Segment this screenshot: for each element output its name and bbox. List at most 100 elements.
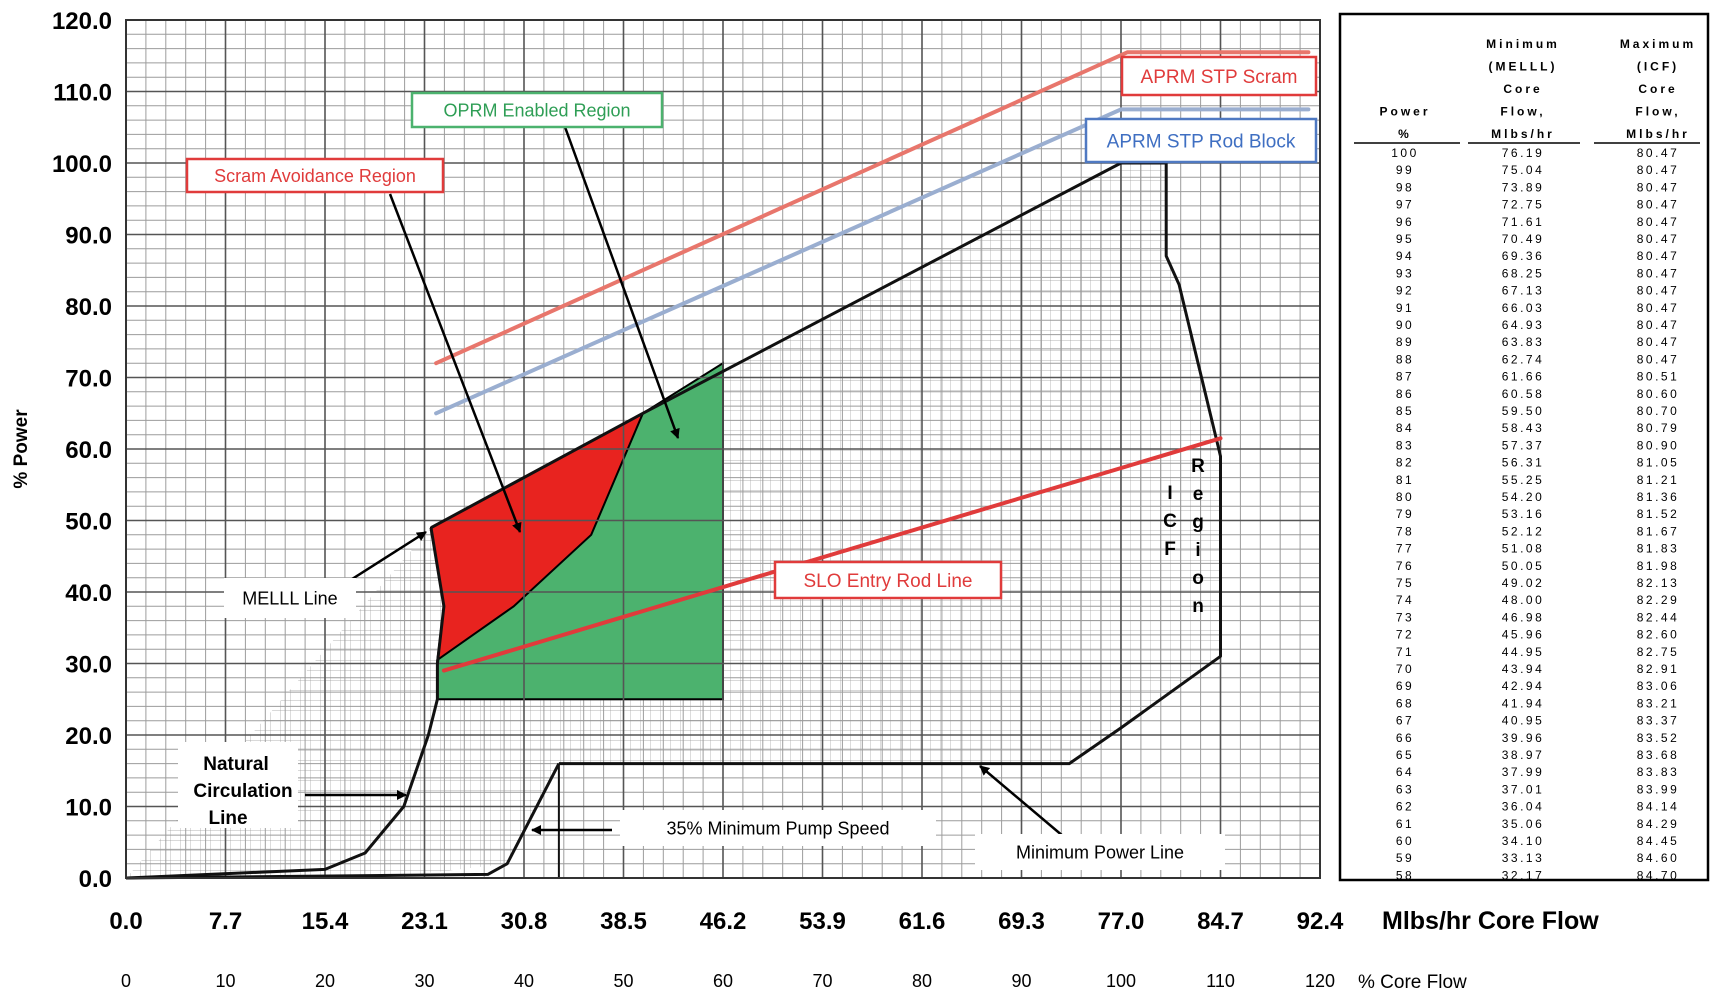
table-cell: 50.05 [1502, 559, 1545, 573]
annotation-box-4 [773, 560, 1003, 600]
x-tick-label: 92.4 [1297, 908, 1344, 935]
annotation-label-4: SLO Entry Rod Line [804, 571, 973, 592]
series-line-0 [434, 50, 1311, 366]
table-cell: 67.13 [1502, 284, 1545, 298]
x2-tick-label: 80 [912, 971, 932, 991]
table-cell: 35.06 [1502, 817, 1545, 831]
table-cell: 98 [1396, 180, 1414, 194]
table-cell: 80.47 [1637, 284, 1680, 298]
table-header-text: Flow, [1500, 105, 1545, 119]
table-cell: 81.05 [1637, 456, 1680, 470]
y-tick-label: 60.0 [65, 437, 112, 464]
table-cell: 76 [1396, 559, 1414, 573]
table-cell: 41.94 [1502, 696, 1545, 710]
y-tick-label: 70.0 [65, 366, 112, 393]
table-cell: 46.98 [1502, 610, 1545, 624]
x-tick-label: 61.6 [899, 908, 946, 935]
table-cell: 81 [1396, 473, 1414, 487]
y-tick-label: 80.0 [65, 294, 112, 321]
x-tick-label: 23.1 [401, 908, 448, 935]
table-cell: 64 [1396, 765, 1414, 779]
table-cell: 72 [1396, 628, 1414, 642]
plot-frame [125, 19, 1321, 879]
table-cell: 55.25 [1502, 473, 1545, 487]
table-cell: 87 [1396, 370, 1414, 384]
table-cell: 80.60 [1637, 387, 1680, 401]
table-cell: 86 [1396, 387, 1414, 401]
flow-table: Power% Minimum (MELLL) Core Flow, Mlbs/hr Maxi… [1338, 12, 1710, 882]
icf-letter: R [1191, 456, 1205, 477]
table-cell: 33.13 [1502, 851, 1545, 865]
table-cell: 85 [1396, 404, 1414, 418]
icf-letter: g [1192, 512, 1204, 533]
x-tick-label: 69.3 [998, 908, 1045, 935]
annotation-box-3 [1084, 117, 1318, 164]
table-cell: 74 [1396, 593, 1414, 607]
natural-circulation-label: Circulation [193, 781, 292, 802]
label-background [975, 834, 1225, 870]
table-cell: 71 [1396, 645, 1414, 659]
table-cell: 84.29 [1637, 817, 1680, 831]
table-header-text: Mlbs/hr [1491, 127, 1555, 141]
table-cell: 49.02 [1502, 576, 1545, 590]
x2-tick-label: 120 [1305, 971, 1335, 991]
x-tick-label: 53.9 [799, 908, 846, 935]
x-tick-label: 7.7 [209, 908, 242, 935]
table-frame [1338, 12, 1710, 882]
table-cell: 63 [1396, 782, 1414, 796]
table-cell: 68 [1396, 696, 1414, 710]
annotation-label-1: OPRM Enabled Region [443, 100, 630, 120]
table-cell: 84.70 [1637, 868, 1680, 882]
table-cell: 53.16 [1502, 507, 1545, 521]
table-cell: 80.47 [1637, 249, 1680, 263]
icf-letter: F [1164, 539, 1176, 560]
table-cell: 48.00 [1502, 593, 1545, 607]
chart-lines [125, 50, 1311, 880]
table-cell: 69 [1396, 679, 1414, 693]
table-cell: 62 [1396, 800, 1414, 814]
table-cell: 83.83 [1637, 765, 1680, 779]
table-cell: 79 [1396, 507, 1414, 521]
table-cell: 84 [1396, 421, 1414, 435]
table-cell: 80.47 [1637, 352, 1680, 366]
table-cell: 83.21 [1637, 696, 1680, 710]
y-tick-label: 110.0 [53, 80, 112, 107]
annotation-arrow-0 [388, 193, 522, 533]
table-cell: 83 [1396, 438, 1414, 452]
table-cell: 82 [1396, 456, 1414, 470]
table-header-text: Minimum [1486, 37, 1560, 51]
x-axis-label: Mlbs/hr Core Flow [1382, 907, 1599, 935]
table-cell: 80.47 [1637, 198, 1680, 212]
y-tick-label: 100.0 [52, 151, 112, 178]
table-cell: 70 [1396, 662, 1414, 676]
table-cell: 43.94 [1502, 662, 1545, 676]
x-tick-label: 30.8 [501, 908, 548, 935]
minimum-pump-speed-line [125, 762, 561, 880]
x2-tick-label: 0 [121, 971, 131, 991]
annotation-box-0 [185, 157, 445, 194]
table-cell: 83.06 [1637, 679, 1680, 693]
annotation-arrows [305, 126, 1071, 843]
table-cell: 78 [1396, 524, 1414, 538]
icf-letter: C [1163, 511, 1177, 532]
table-cell: 57.37 [1502, 438, 1545, 452]
x-tick-label: 38.5 [600, 908, 647, 935]
table-cell: 60.58 [1502, 387, 1545, 401]
table-cell: 80.79 [1637, 421, 1680, 435]
table-cell: 75 [1396, 576, 1414, 590]
label-background [620, 810, 936, 846]
x-tick-label: 0.0 [109, 908, 142, 935]
operating-boundary-line [430, 161, 1222, 766]
table-cell: 97 [1396, 198, 1414, 212]
table-cell: 51.08 [1502, 542, 1545, 556]
annotation-arrow-5 [979, 765, 1071, 843]
y-tick-label: 10.0 [65, 795, 112, 822]
table-cell: 37.01 [1502, 782, 1545, 796]
table-cell: 82.13 [1637, 576, 1680, 590]
table-cell: 77 [1396, 542, 1414, 556]
table-cell: 58 [1396, 868, 1414, 882]
table-cell: 71.61 [1502, 215, 1545, 229]
table-cell: 56.31 [1502, 456, 1545, 470]
